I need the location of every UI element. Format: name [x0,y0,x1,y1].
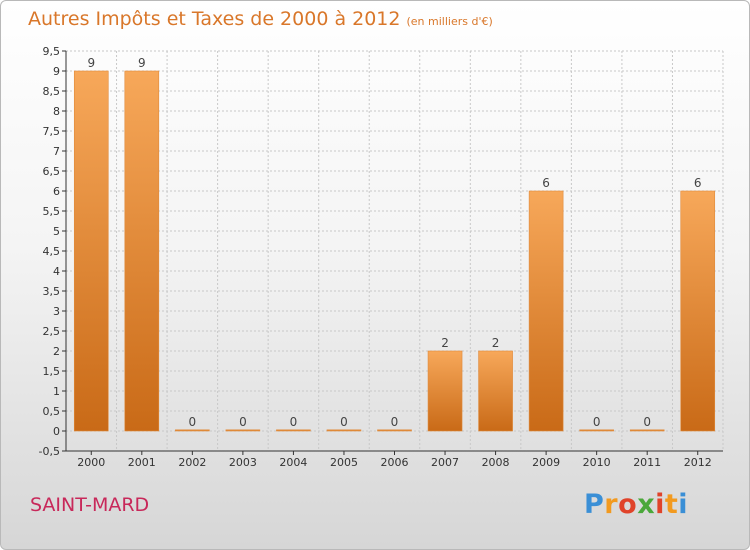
bar-value-label: 0 [643,415,651,429]
x-tick-label: 2005 [330,456,358,469]
y-tick-label: 3,5 [43,285,61,298]
bar [478,350,513,432]
proxiti-logo: Proxiti [584,489,688,520]
logo-letter: x [637,489,656,520]
logo-letter: i [655,489,665,520]
y-tick-label: 4 [53,265,60,278]
labels: -0,5 0 0,5 1 1,5 2 2,5 3 3,5 4 4,5 5 5,5 6 6,5 7 7,5 8 8,5… [39,45,712,469]
y-tick-label: 7 [53,145,60,158]
y-tick-label: 1 [53,385,60,398]
x-tick-label: 2007 [431,456,459,469]
y-tick-label: 1,5 [43,365,61,378]
y-tick-label: 0 [53,425,60,438]
bar-value-label: 6 [542,176,550,190]
bars [73,70,716,432]
y-tick-label: 3 [53,305,60,318]
bar-value-label: 2 [492,336,500,350]
x-tick-label: 2004 [279,456,307,469]
bar [528,190,564,432]
y-tick-label: 8,5 [43,85,61,98]
y-tick-label: 2,5 [43,325,61,338]
x-tick-label: 2012 [684,456,712,469]
y-tick-label: 0,5 [43,405,61,418]
x-tick-label: 2003 [229,456,257,469]
x-tick-label: 2000 [77,456,105,469]
bar [427,350,463,432]
y-tick-label: 6,5 [43,165,61,178]
x-tick-label: 2010 [583,456,611,469]
bar-value-label: 0 [189,415,197,429]
bar-value-label: 2 [441,336,449,350]
logo-letter: t [664,489,679,520]
logo-letter: i [678,489,689,520]
bar-value-label: 0 [290,415,298,429]
y-tick-label: 6 [53,185,60,198]
y-tick-label: 9 [53,65,60,78]
bar [680,190,716,432]
chart-title: Autres Impôts et Taxes de 2000 à 2012 [28,8,401,30]
bar [377,429,412,432]
bar [326,429,362,432]
commune-name: SAINT-MARD [30,494,150,516]
chart-title-block: Autres Impôts et Taxes de 2000 à 2012 (en… [28,8,493,30]
y-tick-label: 9,5 [43,45,61,58]
x-tick-label: 2009 [532,456,560,469]
y-tick-label: 5 [53,225,60,238]
y-tick-label: -0,5 [39,445,60,458]
y-tick-label: 7,5 [43,125,61,138]
y-tick-label: 8 [53,105,60,118]
logo-letter: o [618,489,638,520]
y-tick-label: 4,5 [43,245,61,258]
bar-value-label: 9 [87,56,95,70]
bar [629,429,665,432]
axes [62,50,723,455]
bar [73,70,109,432]
grid-lines [65,50,724,452]
y-tick-label: 5,5 [43,205,61,218]
x-tick-label: 2011 [633,456,661,469]
bar [124,70,160,432]
x-tick-label: 2001 [128,456,156,469]
x-tick-label: 2006 [381,456,409,469]
bar-value-label: 6 [694,176,702,190]
bar-value-label: 0 [340,415,348,429]
bar-value-label: 0 [593,415,601,429]
logo-letter: P [584,489,605,520]
bar-value-label: 0 [391,415,399,429]
bar-value-label: 0 [239,415,247,429]
bar [175,429,210,432]
logo-letter: r [604,489,619,520]
bar [225,429,261,432]
y-tick-label: 2 [53,345,60,358]
bar-value-label: 9 [138,56,146,70]
bar [276,429,311,432]
bar [579,429,614,432]
chart-subtitle: (en milliers d'€) [406,15,493,28]
x-tick-label: 2002 [178,456,206,469]
x-tick-label: 2008 [482,456,510,469]
